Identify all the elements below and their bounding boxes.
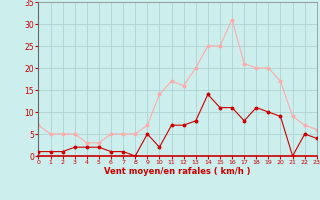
X-axis label: Vent moyen/en rafales ( km/h ): Vent moyen/en rafales ( km/h ) (104, 167, 251, 176)
